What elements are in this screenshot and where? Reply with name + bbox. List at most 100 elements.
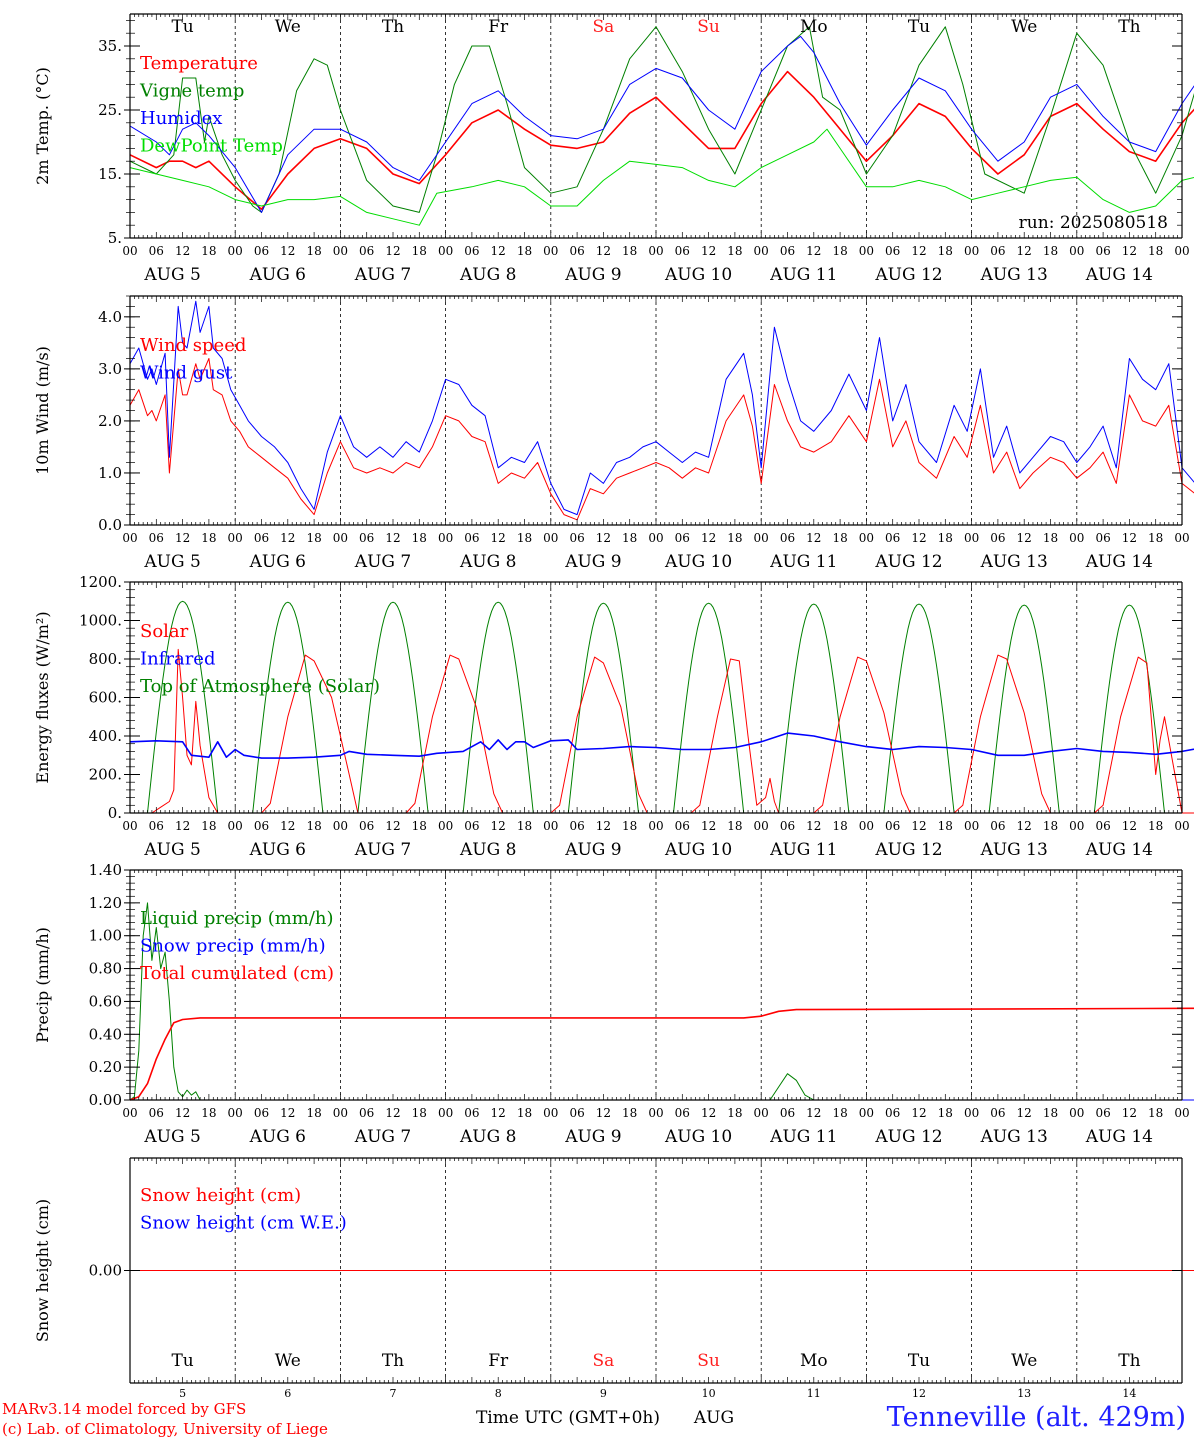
day-number-label: 10 [702,1387,716,1400]
precip-panel: 0.00 0.20 0.40 0.60 0.80 1.00 1.20 1.40 Precip (… [33,861,1194,1147]
date-label: AUG 13 [980,265,1048,285]
weekday-label: Th [382,17,404,37]
hour-tick-label: 12 [701,1106,716,1120]
y-tick-label: 0.00 [89,1091,122,1109]
hour-tick-label: 18 [1148,1106,1163,1120]
hour-tick-label: 00 [122,819,137,833]
energy-panel: 0. 200. 400. 600. 800. 1000. 1200. Energy fluxe… [33,573,1194,860]
date-label: AUG 10 [664,552,732,572]
hour-tick-label: 06 [780,531,795,545]
y-tick-label: 1.0 [98,464,122,482]
hour-tick-label: 00 [964,531,979,545]
date-label: AUG 9 [564,1127,621,1147]
hour-tick-label: 00 [228,819,243,833]
y-tick-label: 0.80 [89,960,122,978]
hour-tick-label: 06 [464,1106,479,1120]
hour-tick-label: 00 [754,1106,769,1120]
hour-tick-label: 00 [543,244,558,258]
run-annotation: run: 2025080518 [1019,213,1168,233]
hour-tick-label: 06 [1095,1106,1110,1120]
hour-tick-label: 00 [1069,1106,1084,1120]
date-label: AUG 8 [459,265,516,285]
weekday-label: Sa [593,1351,615,1371]
hour-tick-label: 12 [280,244,295,258]
date-label: AUG 6 [249,265,306,285]
hour-tick-label: 06 [464,531,479,545]
hour-tick-label: 06 [675,819,690,833]
hour-tick-label: 00 [333,819,348,833]
hour-tick-label: 06 [569,531,584,545]
day-number-label: 14 [1122,1387,1136,1400]
hour-tick-label: 00 [754,244,769,258]
hour-tick-label: 00 [333,1106,348,1120]
y-tick-label: 1.20 [89,894,122,912]
y-axis-label: Snow height (cm) [33,1199,52,1342]
legend-wind-speed: Wind speed [140,335,246,356]
x-axis-month-label: AUG [693,1408,734,1428]
hour-tick-label: 06 [990,244,1005,258]
y-tick-label: 0.40 [89,1025,122,1043]
hour-tick-label: 18 [412,819,427,833]
day-number-label: 12 [912,1387,926,1400]
hour-tick-label: 00 [333,244,348,258]
legend-wind-gust: Wind gust [140,363,233,384]
hour-tick-label: 00 [1069,531,1084,545]
hour-tick-label: 12 [596,244,611,258]
date-label: AUG 8 [459,1127,516,1147]
hour-tick-label: 00 [228,244,243,258]
hour-tick-label: 00 [438,531,453,545]
hour-tick-label: 18 [1148,819,1163,833]
hour-tick-label: 00 [964,1106,979,1120]
legend-snow-height-cm-w-e: Snow height (cm W.E.) [140,1213,347,1234]
hour-tick-label: 18 [306,819,321,833]
hour-tick-label: 00 [1069,819,1084,833]
hour-tick-label: 12 [596,1106,611,1120]
hour-tick-label: 00 [648,819,663,833]
hour-tick-label: 00 [333,531,348,545]
y-tick-label: 1.40 [89,861,122,879]
hour-tick-label: 12 [596,819,611,833]
date-label: AUG 7 [354,265,411,285]
date-label: AUG 13 [980,1127,1048,1147]
hour-tick-label: 06 [885,1106,900,1120]
hour-tick-label: 00 [438,244,453,258]
hour-tick-label: 18 [1043,1106,1058,1120]
y-tick-label: 0.20 [89,1058,122,1076]
y-tick-label: 3.0 [98,360,122,378]
y-tick-label: 25. [98,101,122,119]
legend-snow-height-cm: Snow height (cm) [140,1185,301,1206]
hour-tick-label: 06 [569,819,584,833]
day-number-label: 13 [1017,1387,1031,1400]
hour-tick-label: 18 [1043,819,1058,833]
hour-tick-label: 18 [938,819,953,833]
hour-tick-label: 06 [149,819,164,833]
hour-tick-label: 00 [438,1106,453,1120]
hour-tick-label: 12 [1017,244,1032,258]
hour-tick-label: 12 [1122,819,1137,833]
series-wind-gust [129,300,1194,516]
y-tick-label: 200. [89,766,122,784]
hour-tick-label: 12 [491,1106,506,1120]
hour-tick-label: 12 [385,819,400,833]
hour-tick-label: 06 [149,1106,164,1120]
date-label: AUG 7 [354,1127,411,1147]
hour-tick-label: 00 [122,1106,137,1120]
hour-tick-label: 06 [254,819,269,833]
hour-tick-label: 18 [938,244,953,258]
hour-tick-label: 06 [990,819,1005,833]
hour-tick-label: 00 [859,1106,874,1120]
hour-tick-label: 00 [1174,531,1189,545]
hour-tick-label: 18 [622,819,637,833]
date-label: AUG 5 [143,840,200,860]
hour-tick-label: 12 [491,531,506,545]
hour-tick-label: 12 [1017,1106,1032,1120]
date-label: AUG 6 [249,1127,306,1147]
hour-tick-label: 00 [754,531,769,545]
hour-tick-label: 12 [175,531,190,545]
legend-infrared: Infrared [140,649,215,670]
date-label: AUG 7 [354,840,411,860]
legend-temperature: Temperature [140,53,258,74]
weekday-label: Th [1118,1351,1140,1371]
y-tick-label: 800. [89,650,122,668]
